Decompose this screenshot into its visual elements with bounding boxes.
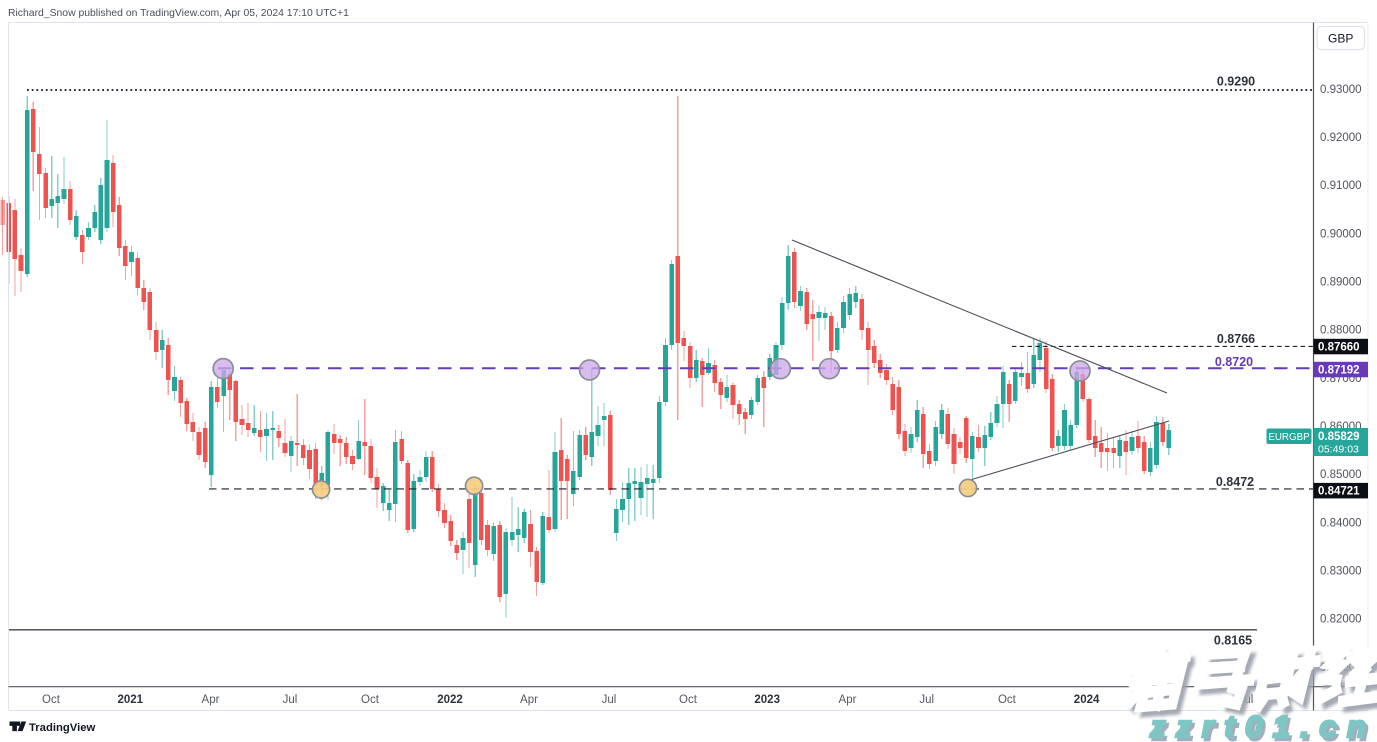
svg-text:zzrt01.cn: zzrt01.cn	[1149, 709, 1376, 742]
svg-text:0.82000: 0.82000	[1320, 614, 1362, 626]
svg-text:GBP: GBP	[1328, 32, 1353, 46]
svg-text:0.87660: 0.87660	[1318, 342, 1360, 354]
svg-text:Oct: Oct	[679, 694, 698, 706]
svg-text:0.8720: 0.8720	[1215, 355, 1253, 369]
svg-text:Richard_Snow published on Trad: Richard_Snow published on TradingView.co…	[8, 8, 349, 19]
svg-text:0.93000: 0.93000	[1320, 84, 1362, 96]
svg-text:Apr: Apr	[520, 694, 538, 706]
svg-text:Jul: Jul	[919, 694, 934, 706]
svg-text:zzrt01.cn: zzrt01.cn	[1152, 712, 1377, 742]
svg-text:EURGBP: EURGBP	[1268, 432, 1310, 443]
svg-text:2023: 2023	[754, 694, 780, 706]
svg-text:Apr: Apr	[202, 694, 220, 706]
svg-text:2024: 2024	[1074, 694, 1100, 706]
svg-text:2022: 2022	[437, 694, 463, 706]
svg-text:0.92000: 0.92000	[1320, 132, 1362, 144]
svg-text:0.84000: 0.84000	[1320, 517, 1362, 529]
svg-text:0.87192: 0.87192	[1318, 365, 1360, 377]
svg-text:0.88000: 0.88000	[1320, 325, 1362, 337]
svg-text:0.8165: 0.8165	[1214, 634, 1252, 648]
svg-text:Apr: Apr	[839, 694, 857, 706]
svg-text:0.89000: 0.89000	[1320, 277, 1362, 289]
svg-text:0.85000: 0.85000	[1320, 469, 1362, 481]
svg-text:Jul: Jul	[602, 694, 617, 706]
svg-text:TradingView: TradingView	[29, 722, 96, 734]
svg-text:0.90000: 0.90000	[1320, 228, 1362, 240]
svg-text:2021: 2021	[118, 694, 144, 706]
svg-text:0.9290: 0.9290	[1217, 75, 1255, 89]
svg-text:0.8766: 0.8766	[1217, 332, 1255, 346]
svg-text:Oct: Oct	[42, 694, 61, 706]
svg-text:0.8472: 0.8472	[1216, 475, 1254, 489]
svg-text:Jul: Jul	[283, 694, 298, 706]
svg-text:0.83000: 0.83000	[1320, 566, 1362, 578]
svg-text:Oct: Oct	[361, 694, 380, 706]
svg-text:Oct: Oct	[998, 694, 1017, 706]
svg-text:0.91000: 0.91000	[1320, 180, 1362, 192]
svg-text:0.85829: 0.85829	[1318, 431, 1360, 443]
svg-text:0.84721: 0.84721	[1318, 486, 1360, 498]
svg-text:05:49:03: 05:49:03	[1318, 444, 1359, 456]
